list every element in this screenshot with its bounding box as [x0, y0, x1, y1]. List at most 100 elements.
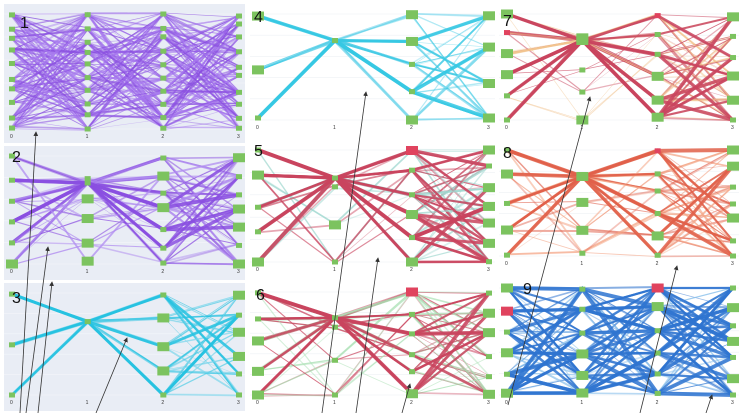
series-line — [11, 17, 240, 54]
axis-tick-label: 0 — [505, 400, 508, 406]
series-line — [11, 12, 240, 90]
axis-node — [9, 198, 15, 204]
axis-node — [157, 313, 170, 323]
axis-node — [160, 227, 167, 233]
axis-node — [654, 13, 661, 19]
axis-tick-label: 1 — [333, 125, 336, 131]
axis-node — [160, 88, 167, 94]
axis-node — [730, 55, 736, 61]
axis-node — [576, 349, 589, 359]
axis-tick-label: 1 — [580, 261, 584, 267]
axis-node — [84, 12, 91, 18]
axis-node — [579, 250, 586, 256]
axis-node — [654, 51, 661, 57]
axis-tick-label: 2 — [655, 125, 659, 131]
axis-node — [81, 194, 94, 204]
axis-node — [252, 11, 264, 21]
axis-node — [504, 147, 510, 153]
axis-tick-label: 2 — [410, 125, 413, 131]
series-line — [11, 175, 240, 203]
axis-node — [727, 12, 739, 22]
axis-node — [255, 147, 261, 153]
axis-node — [84, 176, 91, 182]
axis-tick-label: 3 — [237, 400, 240, 406]
axis-node — [160, 260, 167, 266]
axis-node — [236, 64, 242, 70]
series-line — [11, 295, 240, 395]
axis-node — [160, 62, 167, 68]
series-line — [11, 12, 240, 92]
axis-node — [486, 374, 492, 380]
axis-node — [252, 390, 264, 400]
axis-node — [727, 145, 739, 155]
axis-node — [81, 256, 94, 266]
series-line — [11, 183, 240, 265]
axis-node — [84, 126, 91, 132]
axis-node — [252, 336, 264, 346]
axis-node — [160, 190, 167, 196]
axis-tick-label: 0 — [256, 400, 259, 406]
axis-node — [255, 290, 261, 296]
axis-node — [157, 342, 170, 352]
axis-node — [236, 125, 242, 131]
series-line — [11, 14, 240, 65]
axis-node — [9, 60, 15, 66]
axis-node — [483, 328, 495, 338]
axis-node — [9, 12, 15, 18]
axis-node — [727, 336, 739, 346]
series-line — [506, 37, 734, 74]
axis-node — [576, 225, 589, 235]
axis-node — [409, 61, 415, 67]
axis-node — [9, 219, 15, 225]
axis-node — [409, 331, 415, 337]
parallel-coordinates-plot — [499, 283, 739, 398]
series-line — [11, 15, 240, 67]
highlighted-line — [506, 39, 734, 121]
series-line — [11, 175, 240, 203]
axis-node — [651, 283, 664, 293]
axis-node — [730, 201, 736, 207]
axis-node — [576, 115, 589, 125]
axis-node — [651, 112, 664, 122]
axis-node — [409, 89, 415, 95]
series-line — [11, 13, 240, 52]
axis-node — [504, 252, 510, 258]
parallel-coordinates-plot — [499, 9, 739, 125]
axis-node — [160, 392, 167, 398]
panel-number-1: 1 — [20, 15, 29, 32]
axis-tick-label: 2 — [410, 400, 413, 406]
series-line — [257, 38, 490, 72]
axis-tick-label: 3 — [731, 125, 734, 131]
axis-node — [579, 286, 586, 292]
axis-node — [236, 72, 242, 78]
axis-node — [332, 175, 338, 181]
axis-tick-label: 2 — [410, 267, 413, 273]
series-line — [506, 17, 734, 120]
axis-node — [483, 389, 495, 399]
axis-node — [255, 229, 261, 235]
axis-node — [654, 210, 661, 216]
axis-node — [236, 115, 242, 121]
axis-node — [84, 39, 91, 45]
parallel-coordinates-plot — [250, 287, 495, 400]
axis-node — [236, 312, 242, 318]
axis-node — [157, 366, 170, 376]
plot-panel-6: 6 0 1 2 3 — [250, 282, 495, 411]
axis-node — [501, 49, 513, 59]
axis-node — [9, 47, 15, 53]
axis-node — [654, 188, 661, 194]
axis-node — [651, 231, 664, 241]
series-line — [257, 168, 490, 262]
axis-node — [160, 125, 167, 131]
axis-node — [730, 285, 736, 291]
panel-number-5: 5 — [254, 143, 263, 160]
axis-node — [501, 9, 513, 19]
series-line — [11, 12, 240, 120]
axis-tick-label: 0 — [505, 261, 508, 267]
series-line — [506, 14, 734, 122]
axis-node — [576, 33, 589, 43]
series-line — [506, 32, 734, 92]
axis-node — [483, 201, 495, 211]
axis-node — [483, 238, 495, 248]
axis-node — [409, 167, 415, 173]
